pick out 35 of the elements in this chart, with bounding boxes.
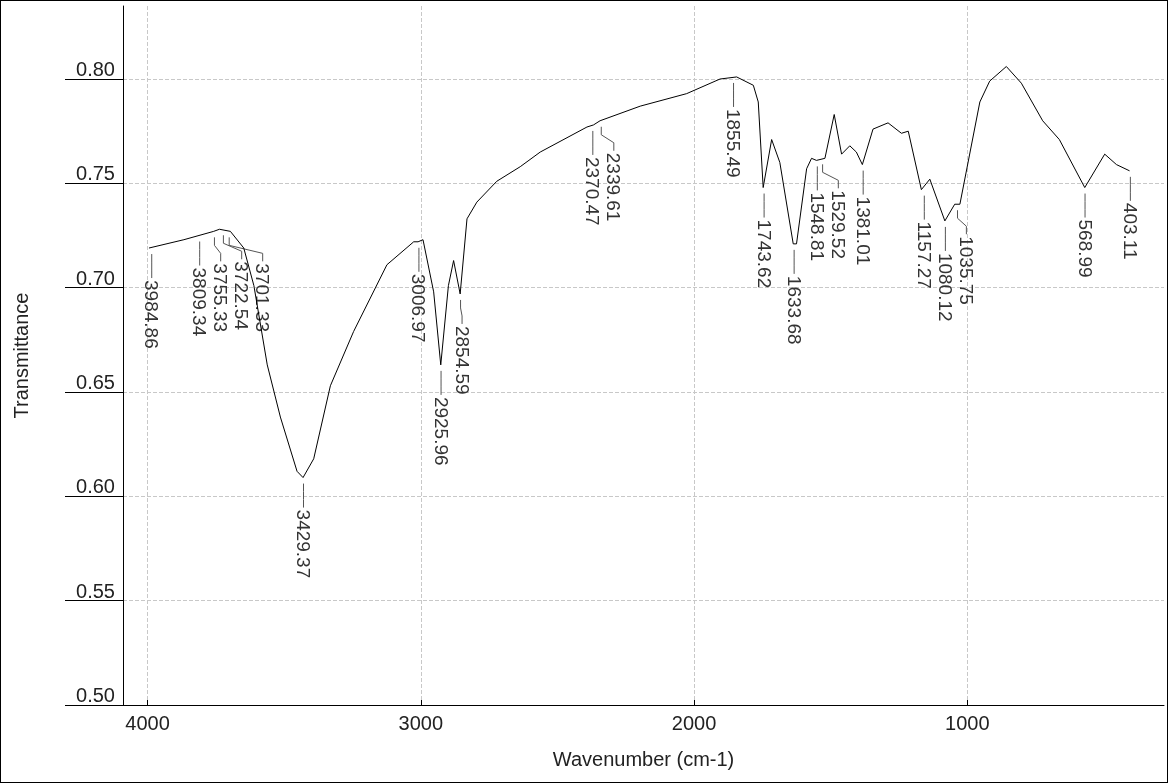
y-tick-label: 0.75: [76, 162, 115, 185]
annotation: 3984.86: [141, 280, 163, 349]
annotation: 3722.54: [231, 261, 253, 331]
annotation: 3809.34: [189, 267, 211, 337]
y-tick-label: 0.70: [76, 266, 115, 289]
annotation: 3429.37: [293, 509, 314, 579]
y-tick-label: 0.55: [76, 579, 115, 602]
annotation: 1381.01: [852, 196, 874, 266]
annotation: 568.99: [1074, 219, 1096, 278]
y-tick-label: 0.60: [76, 475, 115, 498]
annotation: 1157.27: [913, 221, 935, 289]
annotation: 1080.12: [934, 252, 956, 322]
y-axis-title: Transmittance: [10, 292, 32, 419]
annotation: 2370.47: [582, 156, 604, 226]
x-axis-title: Wavenumber (cm-1): [552, 748, 735, 770]
x-tick-label: 4000: [125, 712, 170, 734]
x-tick-label: 2000: [671, 712, 717, 734]
annotation: 403.11: [1119, 202, 1141, 260]
y-tick-label: 0.50: [76, 684, 115, 706]
y-tick-label: 0.65: [76, 371, 115, 394]
x-tick-label: 1000: [945, 712, 990, 734]
annotation: 1035.75: [955, 236, 977, 305]
annotation: 3701.33: [252, 263, 274, 333]
x-tick-label: 3000: [398, 712, 444, 734]
annotation: 1743.62: [753, 219, 775, 289]
annotation: 1633.68: [783, 275, 805, 345]
annotation: 3006.97: [408, 273, 430, 343]
annotation: 1529.52: [827, 190, 849, 260]
annotation: 2339.61: [603, 152, 625, 222]
annotation: 2925.96: [430, 396, 452, 466]
annotation: 1855.49: [723, 108, 745, 178]
y-tick-label: 0.80: [76, 58, 115, 81]
annotation: 1548.81: [806, 192, 828, 262]
annotation: 2854.59: [451, 325, 473, 395]
annotation: 3755.33: [210, 263, 232, 333]
